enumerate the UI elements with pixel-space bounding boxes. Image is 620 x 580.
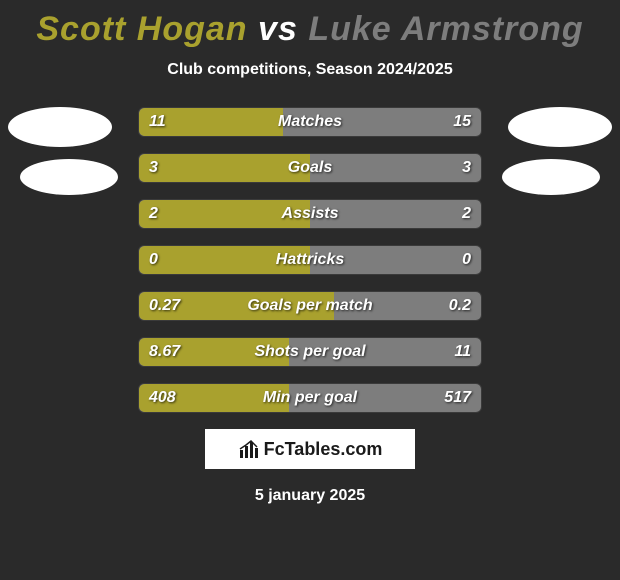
stat-left-value: 3 (149, 159, 158, 177)
stat-right-value: 0 (462, 251, 471, 269)
watermark: FcTables.com (205, 429, 415, 469)
stat-right-value: 517 (444, 389, 471, 407)
footer-date: 5 january 2025 (0, 487, 620, 505)
chart-area: 11 Matches 15 3 Goals 3 2 Assists 2 0 Hattricks 0 0.… (0, 107, 620, 413)
stat-left-value: 2 (149, 205, 158, 223)
player1-avatar-placeholder-1 (8, 107, 112, 147)
stat-label: Min per goal (263, 389, 357, 407)
stat-label: Hattricks (276, 251, 344, 269)
stat-label: Goals (288, 159, 332, 177)
stat-bars: 11 Matches 15 3 Goals 3 2 Assists 2 0 Hattricks 0 0.… (138, 107, 482, 413)
stat-row: 408 Min per goal 517 (138, 383, 482, 413)
vs-separator: vs (258, 10, 298, 48)
stat-right-value: 15 (453, 113, 471, 131)
stat-left-value: 11 (149, 113, 166, 131)
subtitle: Club competitions, Season 2024/2025 (0, 61, 620, 79)
stat-left-value: 8.67 (149, 343, 180, 361)
watermark-text: FcTables.com (264, 439, 383, 460)
player2-avatar-placeholder-1 (508, 107, 612, 147)
player1-name: Scott Hogan (36, 10, 247, 48)
stat-row: 2 Assists 2 (138, 199, 482, 229)
player2-avatar-placeholder-2 (502, 159, 600, 195)
stat-label: Shots per goal (254, 343, 365, 361)
stat-right-value: 11 (454, 343, 471, 361)
stat-left-value: 0.27 (149, 297, 180, 315)
comparison-title: Scott Hogan vs Luke Armstrong (0, 0, 620, 49)
stat-row: 8.67 Shots per goal 11 (138, 337, 482, 367)
stat-label: Matches (278, 113, 342, 131)
stat-label: Assists (282, 205, 339, 223)
stat-fill (139, 154, 310, 182)
stat-right-value: 3 (462, 159, 471, 177)
stat-row: 11 Matches 15 (138, 107, 482, 137)
player2-name: Luke Armstrong (308, 10, 583, 48)
stat-row: 3 Goals 3 (138, 153, 482, 183)
player1-avatar-placeholder-2 (20, 159, 118, 195)
stat-label: Goals per match (247, 297, 372, 315)
stat-left-value: 408 (149, 389, 176, 407)
stat-right-value: 0.2 (449, 297, 471, 315)
stat-right-value: 2 (462, 205, 471, 223)
stat-row: 0 Hattricks 0 (138, 245, 482, 275)
stat-left-value: 0 (149, 251, 158, 269)
bar-chart-icon (238, 438, 260, 460)
stat-row: 0.27 Goals per match 0.2 (138, 291, 482, 321)
